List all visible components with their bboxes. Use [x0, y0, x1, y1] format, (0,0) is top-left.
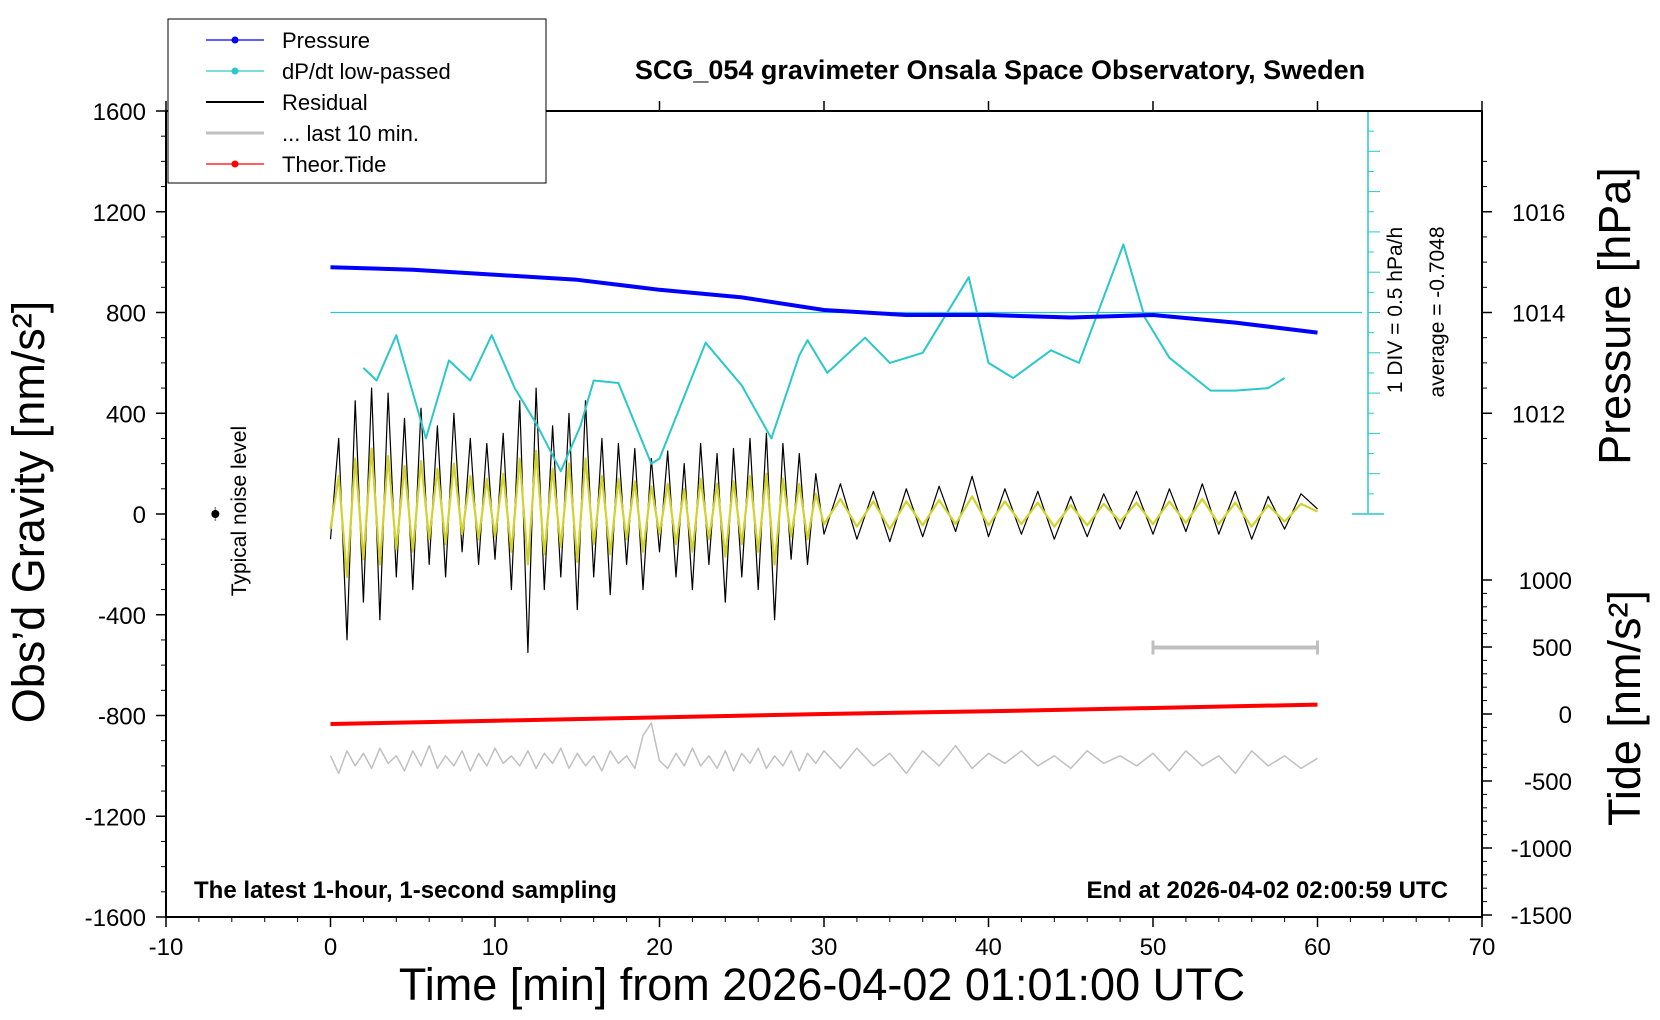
tide-tick-label: 500: [1532, 635, 1572, 662]
x-tick-label: 70: [1469, 934, 1496, 961]
tide-tick-label: 1000: [1519, 568, 1572, 595]
y-tick-label: -1600: [85, 905, 146, 932]
tide-tick-label: -1000: [1511, 836, 1572, 863]
legend-label-dpdt: dP/dt low-passed: [282, 59, 451, 84]
tide-tick-label: -1500: [1511, 903, 1572, 930]
y-tick-label: 800: [106, 301, 146, 328]
plot-frame: [165, 110, 1483, 918]
series-filtered-residual: [329, 447, 1318, 579]
x-tick-label: 30: [811, 934, 838, 961]
legend-label-pressure: Pressure: [282, 28, 370, 53]
series-last-10-min: [329, 722, 1318, 775]
dpdt-div-label: 1 DIV = 0.5 hPa/h: [1384, 227, 1407, 393]
legend-marker-pressure: [231, 36, 239, 44]
x-tick-label: -10: [149, 934, 184, 961]
pressure-axis-label: Pressure [hPa]: [1589, 167, 1640, 465]
x-tick-label: 20: [646, 934, 673, 961]
noise-marker: [211, 510, 220, 518]
tide-tick-label: -500: [1524, 769, 1572, 796]
x-tick-label: 60: [1304, 934, 1331, 961]
pressure-tick-label: 1014: [1512, 301, 1565, 328]
y-tick-label: 400: [106, 401, 146, 428]
footer-right-label: End at 2026-04-02 02:00:59 UTC: [1087, 877, 1449, 904]
y-tick-label: -800: [98, 704, 146, 731]
y-tick-label: 1200: [93, 200, 146, 227]
y-tick-label: -400: [98, 603, 146, 630]
y-tick-label: 0: [133, 502, 146, 529]
x-tick-label: 10: [482, 934, 509, 961]
legend-label-residual: Residual: [282, 90, 368, 115]
plot-content: [211, 243, 1362, 775]
tide-tick-label: 0: [1559, 702, 1572, 729]
x-tick-label: 0: [324, 934, 337, 961]
dpdt-average-label: average = -0.7048: [1426, 226, 1449, 397]
pressure-tick-label: 1016: [1512, 200, 1565, 227]
y-tick-label: 1600: [93, 99, 146, 126]
pressure-tick-label: 1012: [1512, 401, 1565, 428]
y-axis-label: Obs’d Gravity [nm/s²]: [3, 301, 54, 724]
x-tick-label: 40: [975, 934, 1002, 961]
legend-label-last10: ... last 10 min.: [282, 121, 419, 146]
series-residual: [329, 387, 1318, 654]
x-tick-label: 50: [1140, 934, 1167, 961]
noise-level-label: Typical noise level: [228, 426, 251, 596]
series-pressure: [330, 265, 1318, 335]
series-theor-tide: [330, 702, 1318, 726]
chart-title: SCG_054 gravimeter Onsala Space Observat…: [635, 55, 1365, 85]
legend-marker-tide: [231, 160, 239, 168]
axes: -10 0 10 20 30 40 50 60 70 1600 1200 800 400 0 -400 -80…: [85, 99, 1572, 961]
tide-axis-label: Tide [nm/s²]: [1599, 590, 1650, 826]
legend: Pressure dP/dt low-passed Residual ... l…: [167, 18, 547, 184]
legend-label-tide: Theor.Tide: [282, 152, 386, 177]
legend-marker-dpdt: [231, 67, 239, 75]
chart-texts: SCG_054 gravimeter Onsala Space Observat…: [3, 55, 1650, 1010]
footer-left-label: The latest 1-hour, 1-second sampling: [194, 877, 617, 904]
series-dpdt: [362, 243, 1286, 473]
x-axis-label: Time [min] from 2026-04-02 01:01:00 UTC: [399, 959, 1245, 1010]
y-tick-label: -1200: [85, 804, 146, 831]
